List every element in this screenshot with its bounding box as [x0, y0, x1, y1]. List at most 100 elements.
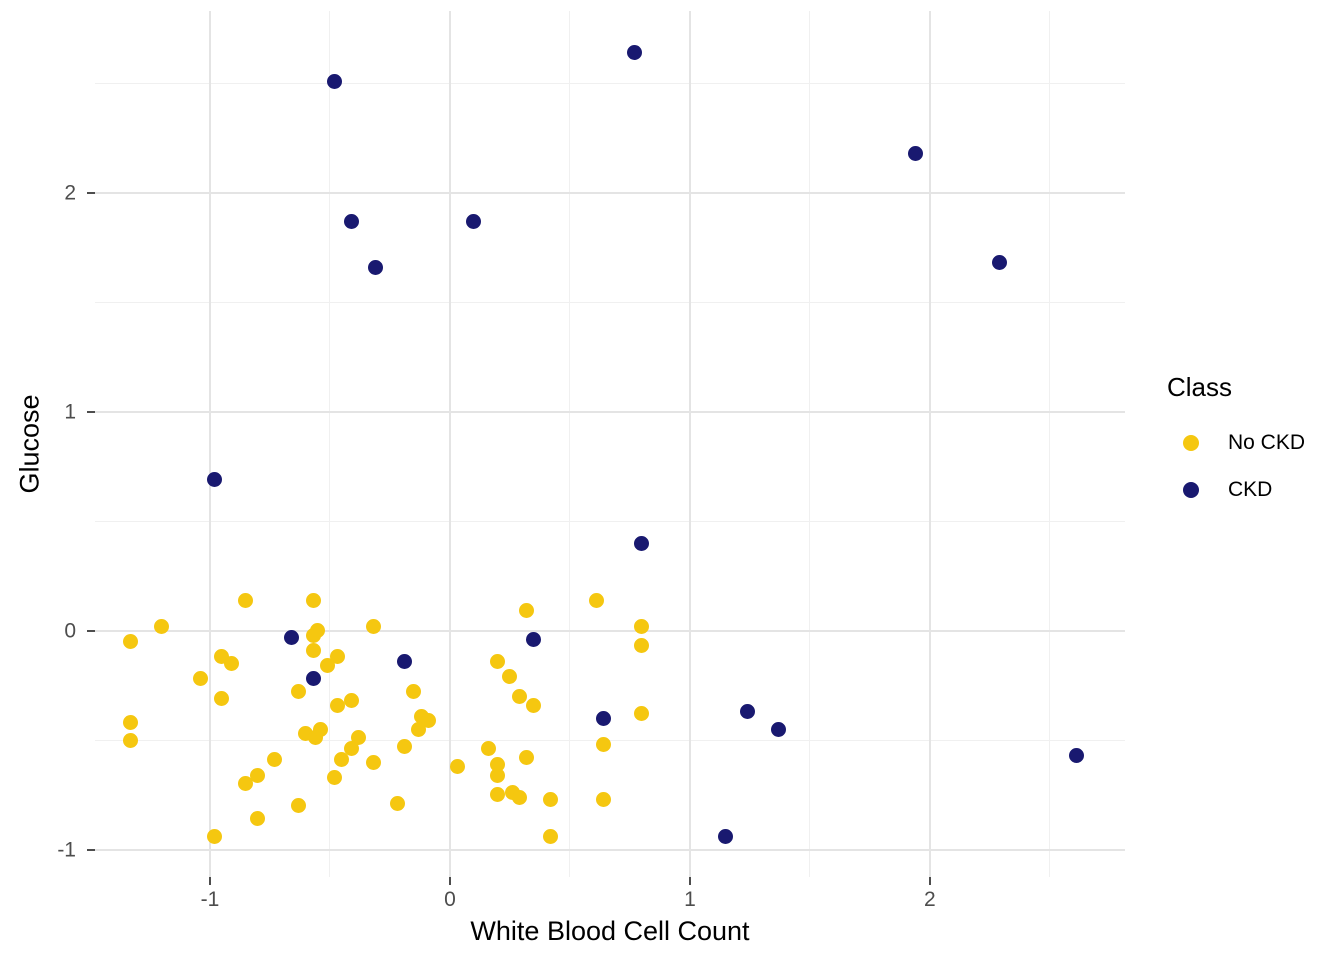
data-point-no-ckd[interactable] [250, 811, 266, 827]
data-point-no-ckd[interactable] [344, 741, 360, 757]
data-point-no-ckd[interactable] [305, 642, 321, 658]
data-point-no-ckd[interactable] [490, 767, 506, 783]
x-axis-tick [208, 877, 211, 885]
data-point-no-ckd[interactable] [123, 634, 139, 650]
data-point-no-ckd[interactable] [411, 721, 427, 737]
data-point-no-ckd[interactable] [512, 688, 528, 704]
x-axis-tick [688, 877, 691, 885]
x-tick-label: 0 [444, 888, 456, 911]
data-point-no-ckd[interactable] [123, 715, 139, 731]
data-point-no-ckd[interactable] [543, 791, 559, 807]
data-point-ckd[interactable] [396, 653, 412, 669]
y-major-gridline [95, 191, 1125, 194]
x-tick-label: 2 [924, 888, 936, 911]
data-point-ckd[interactable] [305, 671, 321, 687]
legend: Class No CKD CKD [1160, 372, 1344, 513]
data-point-no-ckd[interactable] [344, 693, 360, 709]
data-point-ckd[interactable] [368, 259, 384, 275]
data-point-no-ckd[interactable] [214, 691, 230, 707]
data-point-no-ckd[interactable] [526, 697, 542, 713]
data-point-no-ckd[interactable] [310, 623, 326, 639]
data-point-ckd[interactable] [718, 828, 734, 844]
data-point-ckd[interactable] [284, 629, 300, 645]
data-point-no-ckd[interactable] [250, 767, 266, 783]
x-axis-tick [448, 877, 451, 885]
data-point-no-ckd[interactable] [396, 739, 412, 755]
y-major-gridline [95, 848, 1125, 851]
legend-title: Class [1167, 372, 1233, 402]
x-major-gridline [208, 11, 211, 877]
y-tick-label: 1 [64, 400, 76, 424]
data-point-no-ckd[interactable] [192, 671, 208, 687]
data-point-ckd[interactable] [327, 73, 343, 89]
x-tick-label: 1 [684, 888, 696, 911]
data-point-no-ckd[interactable] [543, 828, 559, 844]
data-point-no-ckd[interactable] [389, 796, 405, 812]
legend-items: No CKD CKD [1160, 419, 1344, 513]
data-point-no-ckd[interactable] [588, 592, 604, 608]
y-major-gridline [95, 629, 1125, 632]
data-point-no-ckd[interactable] [291, 798, 307, 814]
data-point-ckd[interactable] [596, 710, 612, 726]
x-minor-gridline [569, 11, 571, 877]
y-axis-tick [87, 629, 95, 632]
data-point-no-ckd[interactable] [480, 741, 496, 757]
data-point-no-ckd[interactable] [596, 791, 612, 807]
data-point-no-ckd[interactable] [305, 592, 321, 608]
data-point-ckd[interactable] [740, 704, 755, 720]
plot-panel [95, 11, 1125, 877]
y-axis-title: Glucose [14, 394, 45, 494]
data-point-ckd[interactable] [526, 631, 542, 647]
y-tick-label: 0 [64, 619, 76, 643]
data-point-no-ckd[interactable] [449, 758, 465, 774]
data-point-no-ckd[interactable] [490, 653, 506, 669]
data-point-no-ckd[interactable] [312, 721, 328, 737]
data-point-no-ckd[interactable] [154, 618, 170, 634]
data-point-no-ckd[interactable] [634, 618, 650, 634]
data-point-no-ckd[interactable] [634, 638, 650, 654]
x-minor-gridline [809, 11, 811, 877]
data-point-no-ckd[interactable] [519, 603, 535, 619]
data-point-ckd[interactable] [344, 213, 360, 229]
legend-item-label: No CKD [1228, 430, 1306, 454]
data-point-no-ckd[interactable] [320, 658, 336, 674]
y-tick-label: 2 [64, 181, 76, 205]
data-point-no-ckd[interactable] [596, 737, 612, 753]
data-point-ckd[interactable] [1068, 747, 1084, 763]
data-point-ckd[interactable] [627, 45, 643, 61]
data-point-no-ckd[interactable] [512, 789, 528, 805]
y-minor-gridline [95, 520, 1125, 522]
data-point-ckd[interactable] [771, 721, 787, 737]
data-point-no-ckd[interactable] [365, 754, 381, 770]
data-point-no-ckd[interactable] [267, 752, 283, 768]
data-point-ckd[interactable] [207, 472, 223, 488]
x-minor-gridline [329, 11, 331, 877]
legend-item-label: CKD [1228, 477, 1273, 501]
data-point-no-ckd[interactable] [224, 656, 240, 671]
data-point-no-ckd[interactable] [123, 732, 139, 748]
data-point-no-ckd[interactable] [365, 618, 381, 634]
data-point-ckd[interactable] [466, 213, 482, 229]
data-point-ckd[interactable] [991, 255, 1007, 271]
data-point-no-ckd[interactable] [519, 750, 535, 766]
data-point-ckd[interactable] [634, 535, 650, 551]
data-point-no-ckd[interactable] [490, 787, 506, 803]
data-point-no-ckd[interactable] [238, 592, 254, 608]
data-point-no-ckd[interactable] [329, 697, 345, 713]
data-point-no-ckd[interactable] [327, 769, 343, 785]
legend-item-ckd[interactable]: CKD [1160, 466, 1344, 513]
data-point-no-ckd[interactable] [502, 669, 518, 685]
y-axis-tick [87, 410, 95, 413]
x-major-gridline [448, 11, 451, 877]
x-axis-tick [928, 877, 931, 885]
data-point-no-ckd[interactable] [207, 828, 223, 844]
data-point-no-ckd[interactable] [334, 752, 350, 768]
y-axis-tick [87, 848, 95, 851]
data-point-ckd[interactable] [907, 145, 923, 161]
data-point-no-ckd[interactable] [291, 684, 307, 700]
data-point-no-ckd[interactable] [238, 776, 254, 792]
data-point-no-ckd[interactable] [634, 706, 650, 722]
data-point-no-ckd[interactable] [406, 684, 422, 700]
legend-item-no-ckd[interactable]: No CKD [1160, 419, 1344, 466]
x-axis-title: White Blood Cell Count [470, 916, 750, 946]
